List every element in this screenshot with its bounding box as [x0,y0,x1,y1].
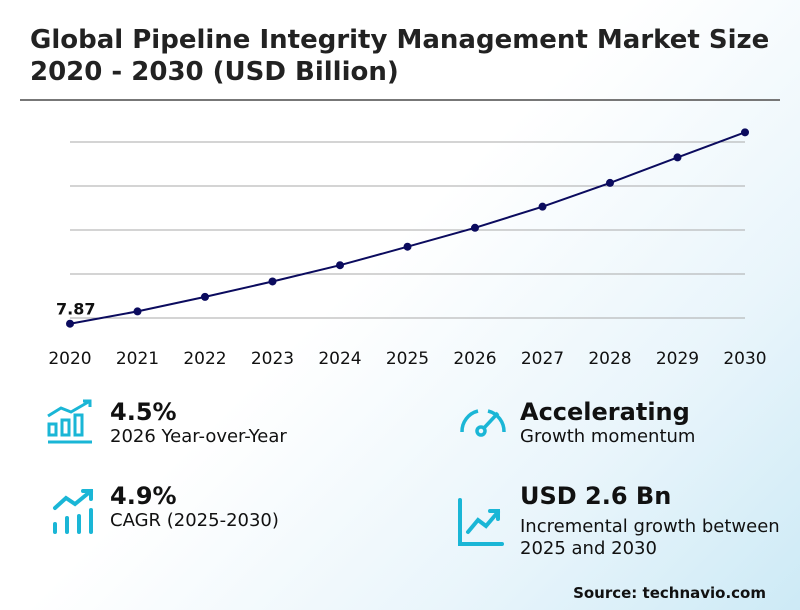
x-tick-label: 2020 [48,349,91,369]
chart-title: Global Pipeline Integrity Management Mar… [30,25,770,87]
stat-value: Accelerating [520,398,690,426]
x-tick-label: 2027 [521,349,564,369]
source-credit: Source: technavio.com [573,584,766,602]
trend-up-bars-icon [53,489,93,534]
data-point [741,128,749,137]
data-point [403,242,412,251]
data-label: 7.87 [56,300,95,319]
data-point [201,292,209,301]
data-point [471,223,479,232]
line-chart-up-icon [458,498,504,546]
x-tick-label: 2026 [453,349,496,369]
data-point [336,261,344,270]
data-point [673,153,682,162]
x-tick-label: 2022 [183,349,226,369]
x-tick-label: 2030 [723,349,766,369]
bar-chart-growth-icon [47,399,92,444]
data-point [268,277,277,286]
stat-cagr: 4.9% CAGR (2025-2030) [110,482,279,532]
x-tick-label: 2028 [588,349,631,369]
stat-yoy: 4.5% 2026 Year-over-Year [110,398,287,448]
stat-value: 4.5% [110,398,177,426]
data-point [66,319,74,328]
line-chart: 2020 2021 2022 2023 2024 2025 2026 2027 2028 2029… [48,128,767,369]
stat-momentum: Accelerating Growth momentum [520,398,695,448]
series-line [69,131,746,325]
data-point [538,202,547,211]
speedometer-icon [460,409,506,437]
stat-value: 4.9% [110,482,177,510]
stat-desc: Growth momentum [520,426,696,447]
stat-value: USD 2.6 Bn [520,482,672,510]
stat-desc: 2026 Year-over-Year [110,426,287,447]
x-tick-label: 2029 [656,349,699,369]
x-tick-label: 2021 [116,349,159,369]
stat-desc: CAGR (2025-2030) [110,510,279,531]
title-divider [20,99,780,101]
stat-desc: Incremental growth between 2025 and 2030 [520,516,780,559]
x-tick-label: 2025 [386,349,429,369]
x-tick-label: 2023 [251,349,294,369]
x-tick-label: 2024 [318,349,361,369]
stat-incremental: USD 2.6 Bn Incremental growth between 20… [520,482,780,560]
data-point [133,307,142,316]
data-point [606,178,614,187]
